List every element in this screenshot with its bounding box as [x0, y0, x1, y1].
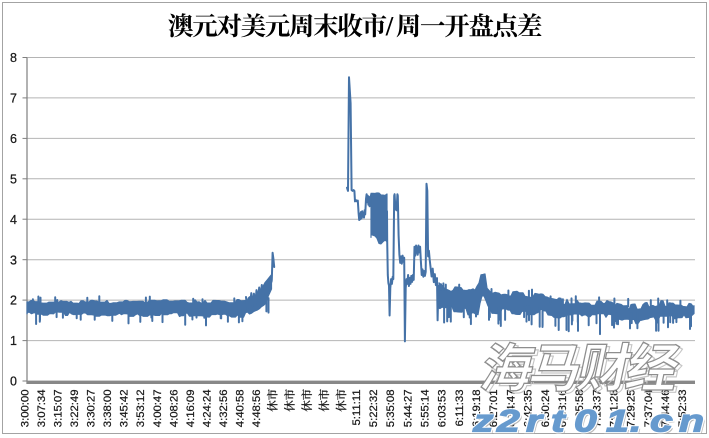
svg-text:6:19:18: 6:19:18 [471, 390, 483, 428]
svg-text:0: 0 [576, 405, 599, 438]
svg-text:4:40:58: 4:40:58 [235, 390, 247, 428]
svg-text:t: t [551, 403, 567, 438]
svg-text:3:22:49: 3:22:49 [69, 390, 81, 428]
svg-text:n: n [679, 403, 704, 438]
svg-text:n: n [681, 405, 706, 438]
svg-text:6:42:35: 6:42:35 [523, 390, 535, 428]
svg-text:2: 2 [496, 403, 520, 438]
svg-text:0: 0 [574, 403, 597, 438]
svg-text:7:13:37: 7:13:37 [591, 390, 603, 428]
svg-text:3: 3 [10, 253, 17, 267]
svg-text:1: 1 [10, 334, 17, 348]
svg-text:5:55:14: 5:55:14 [420, 390, 432, 428]
svg-text:t: t [551, 403, 567, 438]
svg-text:6:50:24: 6:50:24 [540, 390, 552, 428]
svg-text:c: c [652, 405, 675, 438]
svg-text:c: c [650, 403, 673, 438]
svg-text:7:44:46: 7:44:46 [660, 390, 672, 428]
svg-text:t: t [553, 405, 569, 438]
svg-text:6:34:47: 6:34:47 [505, 390, 517, 428]
svg-text:z: z [474, 405, 496, 438]
svg-text:r: r [526, 403, 544, 438]
svg-text:3:38:00: 3:38:00 [102, 390, 114, 428]
svg-text:7:52:33: 7:52:33 [677, 390, 689, 428]
svg-text:4:08:26: 4:08:26 [168, 390, 180, 428]
svg-text:1: 1 [606, 403, 629, 438]
svg-text:7:29:25: 7:29:25 [626, 390, 638, 428]
svg-text:4:24:24: 4:24:24 [202, 390, 214, 428]
svg-text:.: . [630, 403, 641, 438]
svg-text:3:07:34: 3:07:34 [36, 390, 48, 428]
svg-text:4: 4 [10, 213, 17, 227]
svg-text:2: 2 [496, 403, 520, 438]
svg-text:6:03:53: 6:03:53 [437, 390, 449, 428]
svg-text:z: z [472, 403, 494, 438]
svg-text:5:11:11: 5:11:11 [351, 390, 363, 426]
svg-text:6:27:01: 6:27:01 [488, 390, 500, 428]
svg-text:1: 1 [608, 405, 631, 438]
svg-text:8: 8 [10, 51, 17, 65]
svg-text:7:05:58: 7:05:58 [574, 390, 586, 428]
svg-text:r: r [528, 405, 546, 438]
svg-text:3:53:12: 3:53:12 [135, 390, 147, 428]
svg-text:7: 7 [10, 92, 17, 106]
svg-text:5: 5 [10, 172, 17, 186]
svg-text:4:48:56: 4:48:56 [251, 390, 263, 428]
svg-text:.: . [632, 405, 643, 438]
svg-text:2: 2 [498, 405, 522, 438]
svg-text:5:35:08: 5:35:08 [385, 390, 397, 428]
svg-text:1: 1 [606, 403, 629, 438]
svg-text:7:37:04: 7:37:04 [643, 390, 655, 428]
svg-text:n: n [679, 403, 704, 438]
svg-text:5:44:27: 5:44:27 [402, 390, 414, 428]
svg-text:4:00:47: 4:00:47 [152, 390, 164, 428]
svg-text:4:16:09: 4:16:09 [185, 390, 197, 428]
svg-text:/: / [385, 11, 394, 41]
svg-text:6:58:16: 6:58:16 [557, 390, 569, 428]
svg-text:6:11:33: 6:11:33 [454, 390, 466, 427]
svg-text:3:00:00: 3:00:00 [19, 390, 31, 428]
svg-text:.: . [630, 403, 641, 438]
svg-text:z: z [472, 403, 494, 438]
svg-text:0: 0 [574, 403, 597, 438]
svg-text:0: 0 [10, 375, 17, 389]
svg-text:r: r [526, 403, 544, 438]
svg-text:4:32:56: 4:32:56 [218, 390, 230, 428]
svg-text:2: 2 [10, 294, 17, 308]
svg-text:c: c [650, 403, 673, 438]
svg-text:7:21:28: 7:21:28 [609, 390, 621, 428]
svg-text:6: 6 [10, 132, 17, 146]
svg-text:3:30:27: 3:30:27 [86, 390, 98, 428]
svg-text:3:15:07: 3:15:07 [53, 390, 65, 428]
svg-text:3:45:42: 3:45:42 [119, 390, 131, 428]
svg-text:5:22:32: 5:22:32 [368, 390, 380, 428]
